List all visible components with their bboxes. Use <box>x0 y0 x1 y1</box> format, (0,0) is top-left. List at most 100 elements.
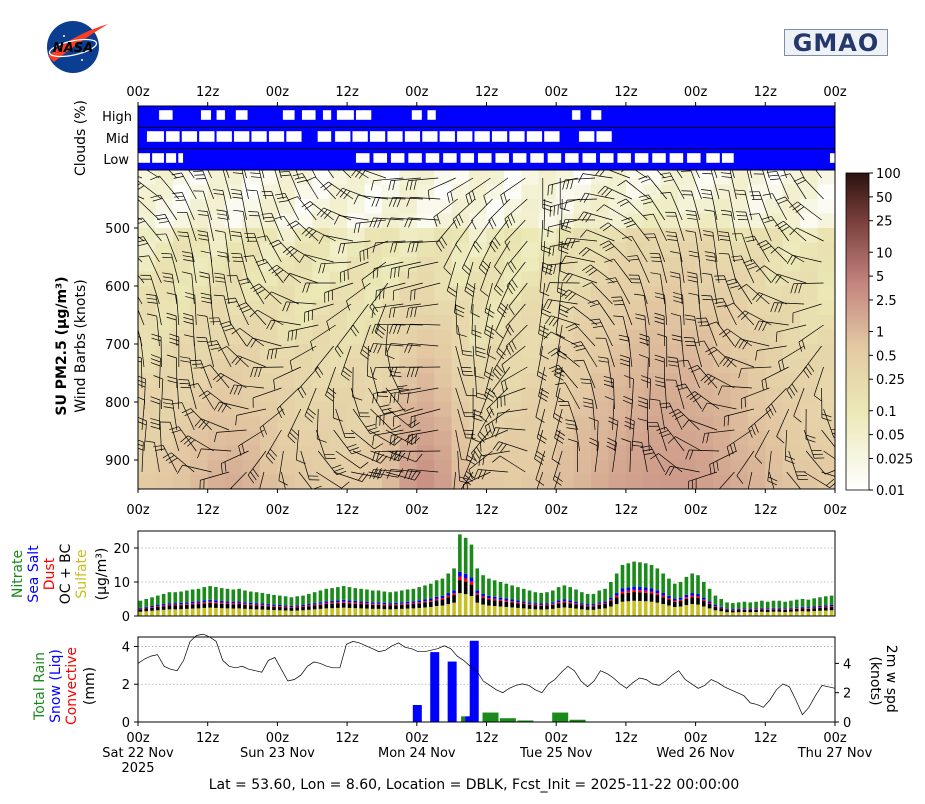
wind-barb-flag <box>254 367 258 378</box>
wind-barb <box>433 198 458 218</box>
aerosol-bar-segment <box>760 600 764 608</box>
wind-barb <box>823 408 835 438</box>
wind-barb-flag <box>625 416 635 422</box>
wind-barb-flag <box>689 450 694 460</box>
wind-barb <box>141 357 143 389</box>
wind-barb-flag <box>485 391 495 398</box>
aerosol-bar-segment <box>208 607 212 616</box>
aerosol-bar-segment <box>829 595 834 605</box>
wind-barb-flag <box>748 428 753 438</box>
wind-barb-flag <box>546 282 550 293</box>
wind-barb-flag <box>619 362 630 367</box>
aerosol-bar-segment <box>185 608 189 616</box>
wind-barb-flag <box>314 369 321 378</box>
wind-barb <box>411 408 441 418</box>
pm25-cell <box>259 474 278 489</box>
wind-barb <box>169 422 180 452</box>
wind-barb-flag <box>567 438 578 443</box>
wind-barb <box>608 170 631 179</box>
wind-barb-flag <box>579 192 586 202</box>
wind-barb-flag <box>250 367 254 378</box>
wind-barb <box>159 194 178 221</box>
wind-barb-flag <box>334 215 340 225</box>
pm25-cell <box>138 242 156 258</box>
wind-barb-flag <box>171 172 182 176</box>
pm25-cell <box>416 431 435 446</box>
wind-barb <box>675 436 702 452</box>
wind-barb <box>373 217 404 221</box>
wind-barb-flag <box>494 368 502 377</box>
aerosol-tick-label: 0 <box>122 610 130 625</box>
pm25-cell <box>765 431 784 446</box>
aerosol-bar-segment <box>829 607 834 611</box>
wind-barb <box>471 198 493 221</box>
aerosol-bar-segment <box>789 600 793 608</box>
pm25-cell <box>364 257 383 272</box>
wind-barb-flag <box>138 356 142 359</box>
cloud-free-cell <box>301 109 316 121</box>
wind-barb-flag <box>407 435 410 446</box>
pm25-cell <box>486 373 505 388</box>
wind-barb-flag <box>621 438 632 443</box>
aerosol-bar-segment <box>208 599 212 602</box>
wind-barb <box>784 429 788 460</box>
aerosol-bar-segment <box>446 573 451 594</box>
wind-barb-flag <box>685 210 696 212</box>
wind-barb-flag <box>724 302 734 308</box>
wind-barb <box>302 173 319 200</box>
pm25-cell <box>678 213 697 229</box>
pm25-cell <box>591 344 609 359</box>
pm25-cell <box>277 358 296 374</box>
pm25-cell <box>591 402 609 417</box>
wind-barb-flag <box>627 255 638 257</box>
wind-barb <box>709 450 737 465</box>
pm25-cell <box>556 257 575 272</box>
aerosol-bar-segment <box>736 602 741 609</box>
wind-tick-label: 0 <box>843 716 851 731</box>
wind-barb-flag <box>196 336 207 339</box>
pm25-cell <box>765 228 784 243</box>
pm25-cell <box>312 344 331 359</box>
aerosol-bar-segment <box>492 598 497 601</box>
pm25-cell <box>399 315 418 330</box>
aerosol-bar-segment <box>719 608 724 612</box>
wind-barb <box>486 324 493 355</box>
wind-barb-flag <box>587 300 598 304</box>
wind-barb-flag <box>388 197 394 207</box>
wind-barb-flag <box>484 425 489 436</box>
cloud-free-cell <box>334 130 351 143</box>
pm25-cell <box>608 387 627 403</box>
aerosol-bar-segment <box>527 608 532 616</box>
wind-barb-flag <box>495 427 500 438</box>
pm25-cell <box>695 286 714 301</box>
wind-barb-flag <box>471 452 478 462</box>
aerosol-bar-segment <box>812 608 816 612</box>
cloud-free-cell <box>355 109 372 121</box>
wind-barb <box>603 204 631 221</box>
wind-barb-flag <box>163 402 173 405</box>
pm25-cell <box>573 300 592 316</box>
aerosol-bar-segment <box>690 597 694 605</box>
wind-barb-flag <box>471 329 482 334</box>
wind-barb-flag <box>603 375 614 380</box>
pm25-cell <box>765 445 784 461</box>
pm25-cell <box>434 271 453 287</box>
colorbar-tick-label: 0.25 <box>876 373 905 388</box>
wind-barb <box>258 170 267 200</box>
pm25-cell <box>591 431 609 446</box>
colorbar-tick-label: 10 <box>876 246 893 261</box>
aerosol-bar-segment <box>219 588 224 601</box>
wind-barb <box>713 170 718 179</box>
wind-barb-flag <box>565 323 575 329</box>
aerosol-bar-segment <box>690 595 694 598</box>
pm25-cell <box>625 358 644 374</box>
wind-barb-flag <box>166 312 177 317</box>
pm25-cell <box>678 460 697 475</box>
rain-bar <box>569 719 586 722</box>
aerosol-bar-segment <box>492 596 497 599</box>
aerosol-bar-segment <box>463 573 468 579</box>
pm25-cell <box>469 286 487 301</box>
wind-barb-flag <box>553 479 562 486</box>
wind-barb <box>731 170 735 179</box>
pm25-cell <box>625 228 644 243</box>
